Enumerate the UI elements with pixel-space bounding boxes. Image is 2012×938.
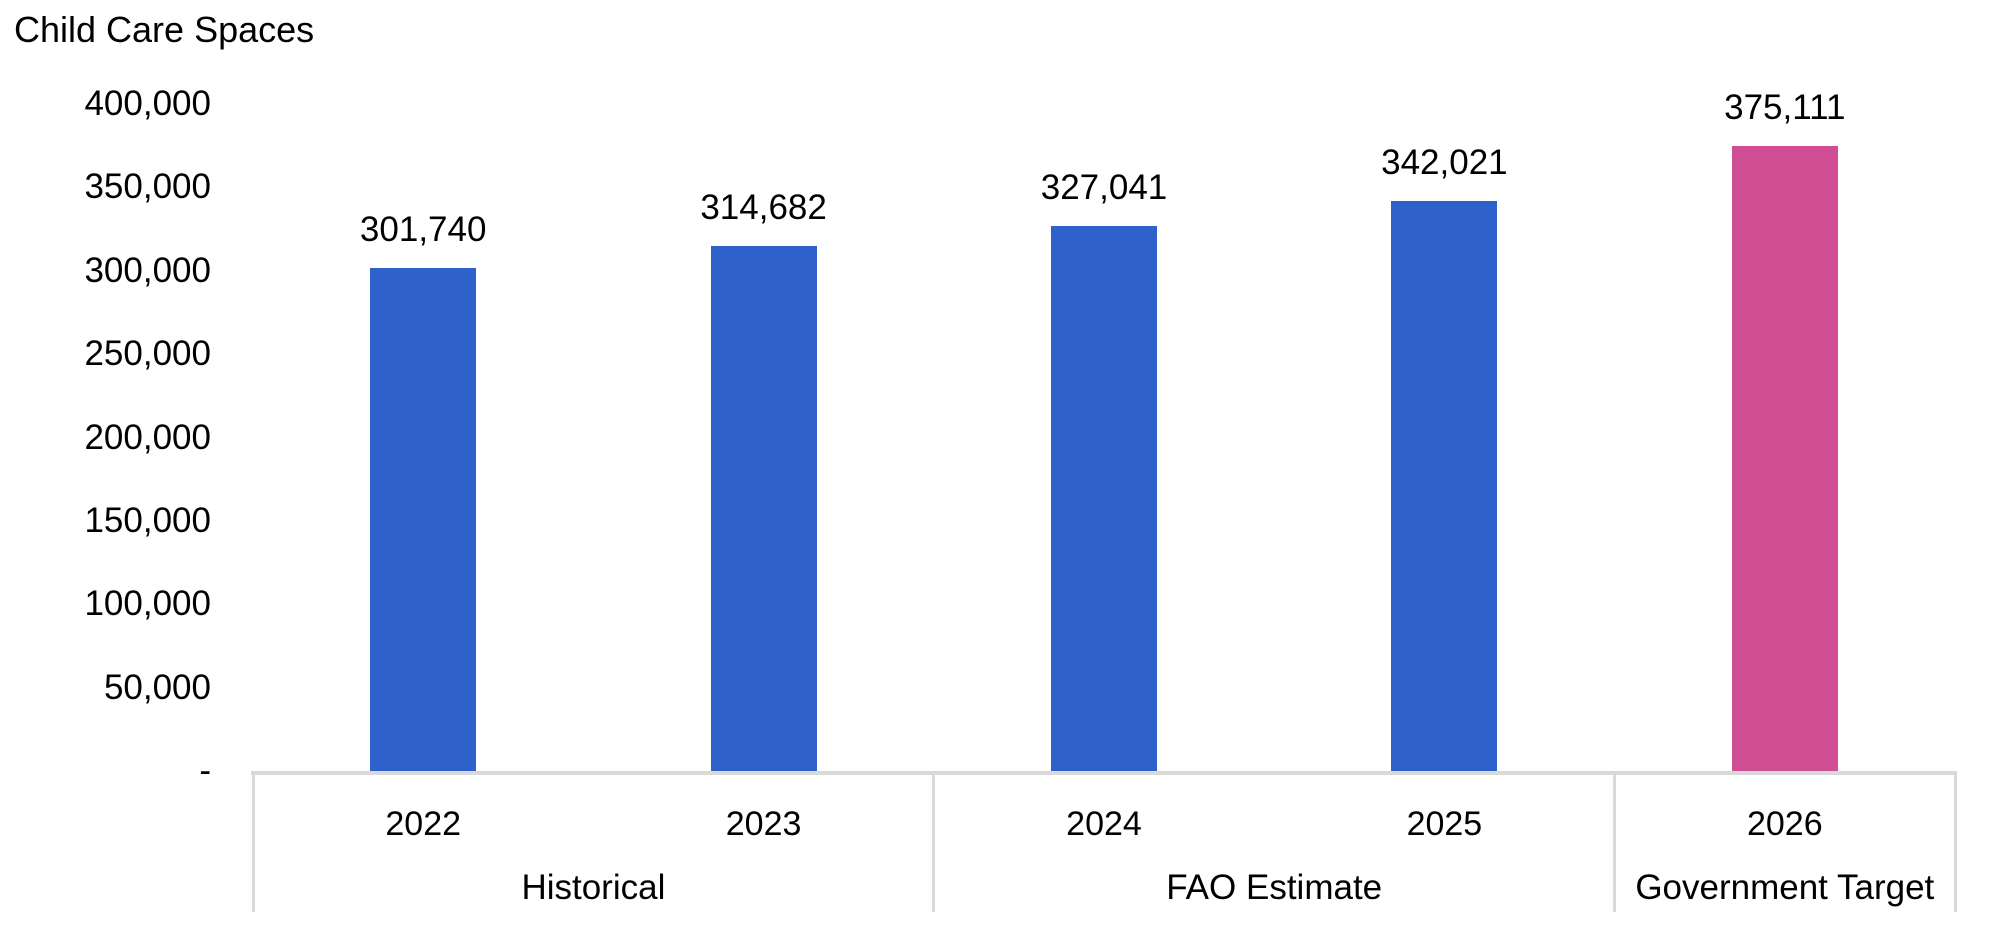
x-axis-category-label: 2024 [1066,805,1142,843]
category-table-divider [1613,771,1617,912]
x-axis-group-label: Government Target [1635,868,1935,907]
y-axis-tick-label: 400,000 [84,84,211,123]
bar-value-label: 375,111 [1724,88,1846,127]
x-axis-category-label: 2023 [725,805,802,843]
bar-2025 [1391,201,1498,771]
chart-title: Child Care Spaces [14,9,315,50]
bar-value-label: 314,682 [700,188,827,227]
x-axis-category-label: 2026 [1746,805,1823,843]
bar-value-label: 301,740 [359,210,487,249]
bar-value-label: 342,021 [1381,143,1508,182]
y-axis-tick-label: 350,000 [84,167,211,207]
y-axis-tick-label: 150,000 [84,500,211,540]
x-axis-group-label: FAO Estimate [1166,868,1383,907]
category-table-divider [1953,771,1957,912]
bar-2022 [370,268,477,771]
y-axis-tick-label: 200,000 [84,417,211,457]
bar-2024 [1051,226,1157,771]
x-axis-category-label: 2025 [1406,805,1483,843]
category-table-divider [251,771,255,912]
x-axis-category-label: 2022 [385,805,462,843]
y-axis-tick-label: - [199,751,211,790]
y-axis-tick-label: 250,000 [84,334,211,374]
y-axis-tick-label: 50,000 [103,667,211,707]
bar-2023 [710,246,817,771]
y-axis-tick-label: 300,000 [84,250,211,290]
bar-2026 [1731,146,1838,771]
y-axis-tick-label: 100,000 [84,584,211,624]
category-table-divider [932,771,936,912]
x-axis-group-label: Historical [521,868,666,907]
x-axis-line [251,771,1957,775]
bar-value-label: 327,041 [1040,168,1168,207]
